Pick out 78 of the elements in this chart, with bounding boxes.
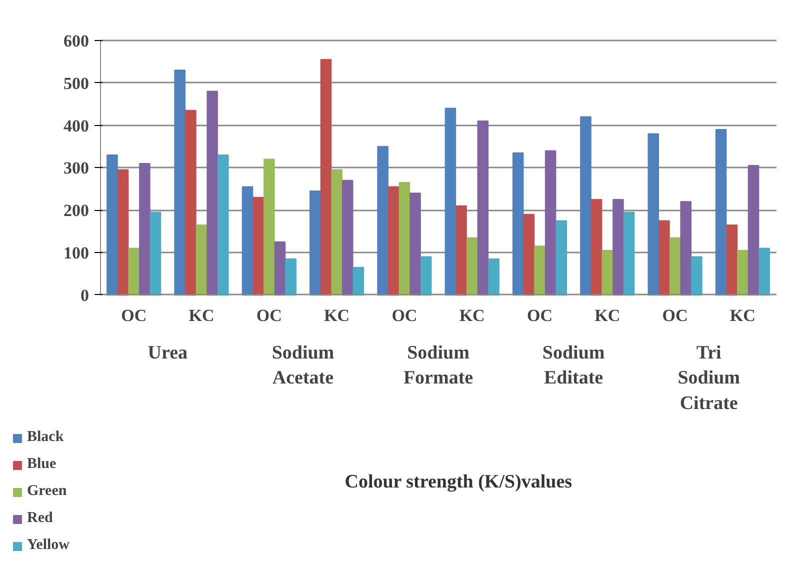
legend-label: Black — [27, 429, 64, 446]
y-tick-label: 500 — [64, 74, 90, 93]
bar — [196, 224, 208, 296]
bar — [715, 128, 727, 296]
bar — [748, 165, 760, 296]
bar — [106, 154, 118, 296]
y-tick-label: 200 — [64, 201, 90, 220]
bar — [648, 133, 660, 296]
bar — [420, 256, 432, 296]
bar — [488, 258, 500, 296]
y-tick-label: 400 — [64, 116, 90, 136]
bar — [398, 182, 410, 296]
bar — [612, 199, 624, 296]
legend-label: Red — [27, 510, 53, 527]
bar — [342, 180, 354, 296]
text: Sodium Acetate — [272, 342, 334, 389]
bar — [623, 212, 635, 296]
bar — [174, 70, 186, 296]
x-tick-label: KC — [188, 306, 214, 325]
bar — [139, 162, 150, 296]
x-tick-label: OC — [526, 306, 552, 325]
x-tick-label: OC — [662, 306, 688, 325]
bar — [477, 120, 489, 296]
legend-label: Yellow — [27, 537, 70, 554]
bar — [150, 212, 162, 296]
bar — [377, 146, 388, 296]
x-tick-label: KC — [594, 306, 620, 325]
bar — [352, 266, 364, 296]
bar — [456, 205, 467, 296]
bar — [580, 116, 592, 296]
bar — [669, 237, 681, 296]
y-tick-label: 300 — [64, 158, 90, 178]
bar — [388, 186, 400, 296]
legend-label: Blue — [27, 456, 56, 473]
bar — [128, 248, 140, 296]
text: Sodium Formate — [403, 342, 474, 389]
text: Urea — [148, 342, 188, 364]
bar — [512, 152, 524, 296]
bar — [285, 258, 296, 296]
x-tick-label: OC — [256, 306, 282, 325]
bar — [523, 214, 535, 296]
legend-label: Green — [27, 483, 67, 500]
bar — [252, 196, 264, 296]
x-tick-label: KC — [730, 306, 756, 325]
bar — [444, 108, 456, 296]
y-tick-label: 600 — [64, 31, 90, 50]
text: Tri Sodium Citrate — [678, 342, 740, 414]
bar — [534, 246, 546, 296]
bar — [310, 190, 321, 296]
x-tick-label: KC — [324, 306, 350, 325]
bar — [331, 169, 342, 296]
y-tick-label: 0 — [80, 286, 90, 305]
text: Colour strength (K/S)values — [344, 471, 572, 492]
bar — [691, 256, 702, 296]
bar — [185, 110, 196, 296]
bar — [466, 237, 478, 296]
bar — [242, 186, 254, 296]
bar — [264, 158, 275, 296]
bar — [556, 220, 568, 296]
bar — [658, 220, 670, 296]
bar — [274, 241, 286, 296]
bar — [758, 248, 770, 296]
x-tick-label: OC — [392, 306, 418, 325]
bar — [590, 199, 602, 296]
x-tick-label: OC — [121, 306, 147, 325]
x-tick-label: KC — [459, 306, 485, 325]
bar — [737, 250, 748, 296]
bar — [726, 224, 738, 296]
bar — [218, 154, 229, 296]
bar — [206, 90, 218, 296]
bar — [680, 201, 692, 296]
bar — [602, 250, 614, 296]
bar — [320, 58, 332, 296]
text: Sodium Editate — [542, 342, 605, 389]
bar — [117, 169, 129, 296]
bar — [544, 150, 556, 296]
y-tick-label: 100 — [64, 244, 90, 263]
bar — [410, 192, 421, 296]
